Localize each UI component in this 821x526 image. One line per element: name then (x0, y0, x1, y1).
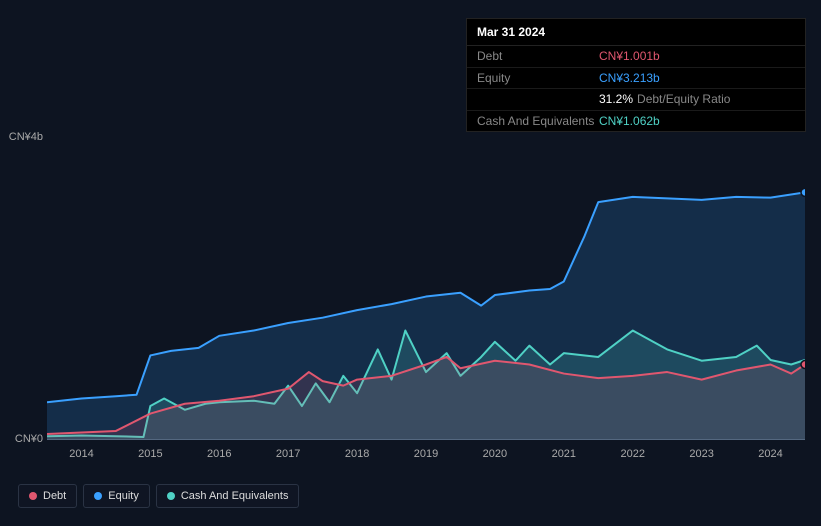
chart-plot (47, 138, 805, 440)
tooltip-row-label: Cash And Equivalents (477, 114, 599, 128)
tooltip-rows: DebtCN¥1.001bEquityCN¥3.213b31.2%Debt/Eq… (467, 46, 805, 131)
tooltip-row-value: 31.2% (599, 92, 633, 106)
tooltip-row-value: CN¥1.062b (599, 114, 660, 128)
legend: Debt Equity Cash And Equivalents (18, 484, 299, 508)
tooltip-row-label: Equity (477, 71, 599, 85)
x-axis-label: 2017 (276, 448, 300, 460)
legend-label: Equity (108, 490, 139, 502)
legend-label: Debt (43, 490, 66, 502)
legend-dot-icon (94, 492, 102, 500)
tooltip-row-value: CN¥1.001b (599, 49, 660, 63)
x-axis-label: 2018 (345, 448, 369, 460)
legend-dot-icon (29, 492, 37, 500)
y-axis-label: CN¥0 (3, 433, 43, 445)
legend-item-cash-and-equivalents[interactable]: Cash And Equivalents (156, 484, 300, 508)
current-marker (801, 188, 805, 196)
x-axis-label: 2019 (414, 448, 438, 460)
y-axis-label: CN¥4b (3, 131, 43, 143)
tooltip-row: EquityCN¥3.213b (467, 68, 805, 89)
x-axis-label: 2021 (552, 448, 576, 460)
tooltip-row-label (477, 92, 599, 106)
x-axis-label: 2016 (207, 448, 231, 460)
chart-tooltip: Mar 31 2024 DebtCN¥1.001bEquityCN¥3.213b… (466, 18, 806, 132)
tooltip-row: Cash And EquivalentsCN¥1.062b (467, 111, 805, 131)
tooltip-row: DebtCN¥1.001b (467, 46, 805, 67)
tooltip-date: Mar 31 2024 (467, 19, 805, 46)
x-axis-label: 2023 (689, 448, 713, 460)
x-axis-label: 2014 (69, 448, 93, 460)
x-axis-label: 2020 (483, 448, 507, 460)
tooltip-row-value: CN¥3.213b (599, 71, 660, 85)
tooltip-row-suffix: Debt/Equity Ratio (637, 92, 730, 106)
legend-item-debt[interactable]: Debt (18, 484, 77, 508)
legend-label: Cash And Equivalents (181, 490, 289, 502)
current-marker (801, 361, 805, 369)
x-axis-label: 2024 (758, 448, 782, 460)
x-axis-label: 2022 (620, 448, 644, 460)
x-axis-label: 2015 (138, 448, 162, 460)
tooltip-row-label: Debt (477, 49, 599, 63)
legend-item-equity[interactable]: Equity (83, 484, 150, 508)
tooltip-row: 31.2% Debt/Equity Ratio (467, 89, 805, 110)
legend-dot-icon (167, 492, 175, 500)
x-axis-labels: 2014 2015 2016 2017 2018 2019 2020 2021 2022 2023… (0, 448, 821, 468)
